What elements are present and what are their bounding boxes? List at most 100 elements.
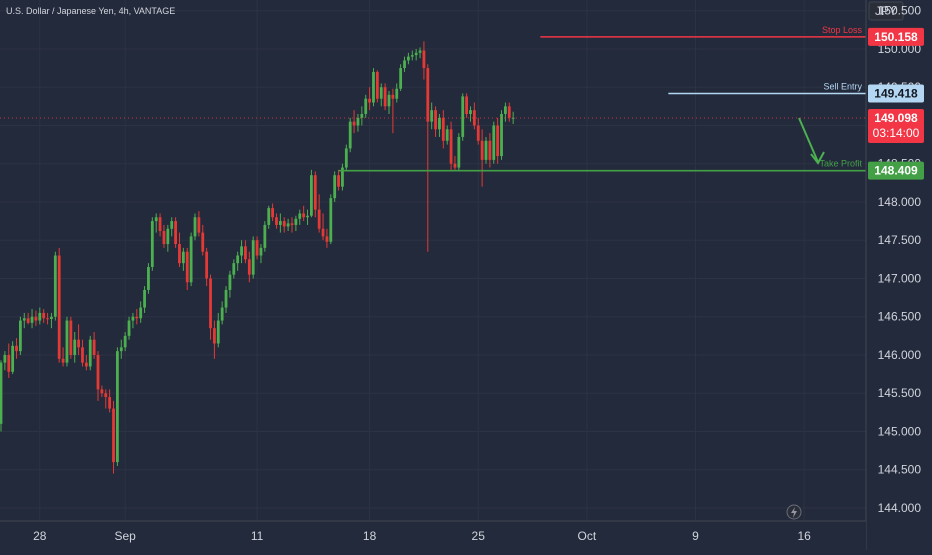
- candle-body: [81, 347, 84, 363]
- candle-body: [73, 339, 77, 355]
- time-axis[interactable]: [0, 521, 866, 550]
- candle-body: [449, 129, 453, 164]
- candle-down: [352, 110, 356, 134]
- candle-body: [461, 96, 465, 137]
- candle-down: [92, 332, 96, 359]
- candle-body: [298, 213, 302, 219]
- candle-body: [84, 362, 88, 367]
- candle-body: [209, 278, 212, 329]
- candle-up: [278, 213, 282, 233]
- candle-up: [430, 102, 434, 130]
- candle-body: [325, 236, 329, 242]
- candle-up: [360, 106, 364, 126]
- candle-up: [11, 341, 15, 375]
- candle-down: [185, 247, 189, 290]
- candle-up: [364, 94, 368, 118]
- candle-body: [282, 221, 286, 227]
- candle-up: [379, 83, 383, 107]
- y-tick-label: 144.000: [878, 501, 922, 515]
- lightning-icon[interactable]: [786, 504, 802, 520]
- candle-down: [465, 93, 468, 118]
- candle-up: [150, 217, 154, 271]
- candle-down: [275, 213, 278, 229]
- candle-up: [457, 133, 461, 172]
- sell-entry-price-tag[interactable]: 149.418: [868, 84, 924, 103]
- candle-body: [313, 175, 317, 210]
- candle-down: [7, 343, 11, 378]
- candle-body: [255, 240, 259, 256]
- candle-body: [7, 354, 11, 372]
- candle-down: [104, 389, 108, 409]
- last-price-tag-value: 149.098: [874, 111, 918, 125]
- candle-body: [174, 221, 177, 245]
- candle-up: [73, 332, 77, 363]
- candle-body: [65, 320, 69, 363]
- candle-down: [383, 83, 387, 111]
- candle-down: [282, 217, 286, 233]
- candle-body: [3, 354, 7, 363]
- candle-up: [407, 52, 410, 65]
- candle-up: [298, 209, 302, 225]
- candle-up: [511, 111, 515, 124]
- x-tick-label: 25: [472, 529, 486, 543]
- candle-up: [348, 117, 352, 153]
- candle-body: [92, 339, 96, 355]
- candle-down: [46, 312, 49, 325]
- candle-down: [337, 169, 340, 191]
- candle-down: [34, 310, 38, 326]
- take-profit-price-tag[interactable]: 148.409: [868, 161, 924, 180]
- candle-body: [57, 255, 61, 359]
- candle-down: [213, 320, 216, 359]
- y-tick-label: 145.500: [878, 386, 922, 400]
- candle-down: [302, 205, 306, 222]
- candle-body: [251, 240, 255, 275]
- candle-body: [170, 221, 174, 229]
- candle-up: [123, 332, 127, 352]
- candle-body: [53, 255, 57, 317]
- candle-down: [81, 339, 84, 367]
- candle-body: [372, 71, 375, 103]
- candle-down: [426, 64, 430, 252]
- candle-up: [341, 163, 344, 191]
- candle-up: [329, 194, 333, 245]
- candle-down: [247, 251, 251, 283]
- candle-body: [220, 307, 224, 321]
- stop-loss-price-tag[interactable]: 150.158: [868, 27, 924, 46]
- candle-up: [228, 270, 232, 298]
- candle-down: [472, 102, 476, 130]
- candle-body: [438, 117, 441, 130]
- candle-up: [50, 312, 53, 329]
- candle-down: [480, 129, 484, 187]
- candle-body: [224, 289, 228, 308]
- candle-up: [500, 110, 503, 160]
- candle-up: [19, 316, 22, 355]
- candle-body: [399, 68, 403, 89]
- candle-up: [445, 125, 449, 145]
- take-profit-price-tag-box: [868, 161, 924, 180]
- y-tick-label: 146.500: [878, 310, 922, 324]
- candle-body: [201, 232, 205, 252]
- candle-up: [484, 136, 488, 164]
- candle-body: [391, 94, 395, 99]
- candle-up: [143, 286, 146, 313]
- candle-down: [69, 316, 73, 359]
- currency-label-box[interactable]: [868, 1, 904, 21]
- candle-up: [259, 244, 263, 264]
- candle-up: [38, 307, 42, 325]
- candle-body: [496, 125, 500, 157]
- candle-body: [216, 320, 220, 344]
- candle-down: [108, 389, 112, 413]
- candle-down: [174, 217, 177, 248]
- candle-down: [449, 121, 453, 172]
- candle-down: [441, 110, 445, 149]
- candle-down: [178, 232, 181, 268]
- candle-body: [375, 71, 379, 99]
- candle-body: [236, 255, 240, 264]
- sell-entry-price-tag-box: [868, 84, 924, 103]
- candle-down: [317, 194, 321, 233]
- last-price-tag-countdown: 03:14:00: [873, 126, 920, 140]
- projection-arrow-line: [798, 117, 819, 163]
